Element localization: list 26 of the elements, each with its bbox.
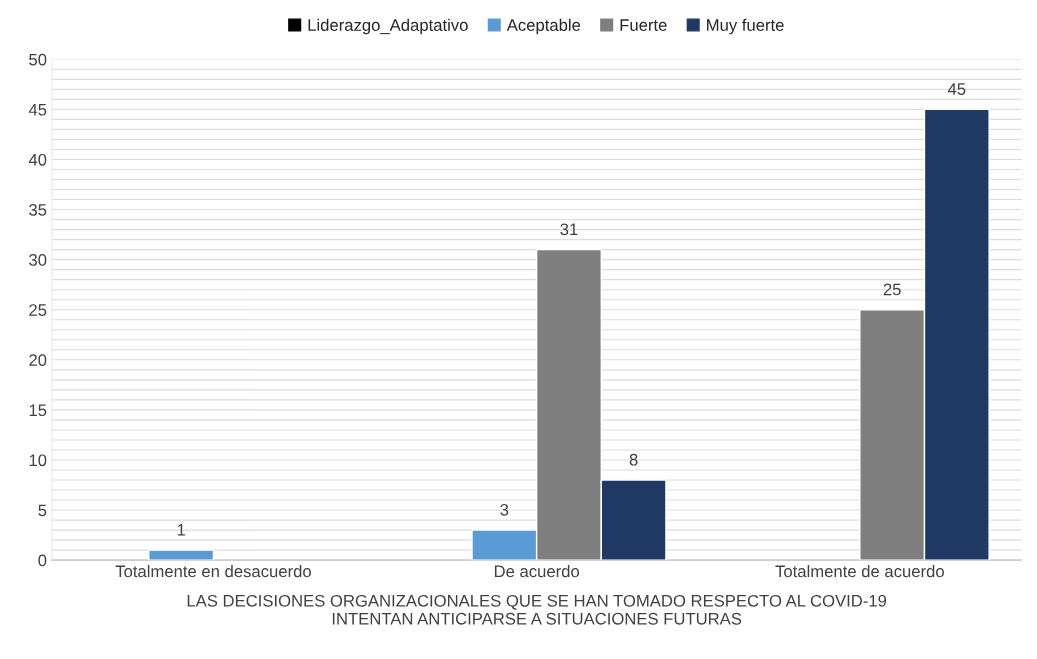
x-tick-label: Totalmente en desacuerdo bbox=[115, 565, 311, 578]
y-tick-label: 0 bbox=[38, 554, 47, 567]
y-tick-label: 25 bbox=[29, 304, 47, 316]
data-label: 45 bbox=[947, 83, 966, 95]
y-tick-label: 50 bbox=[29, 53, 47, 66]
legend-label: Liderazgo_Adaptativo bbox=[308, 18, 468, 35]
legend-label: Aceptable bbox=[506, 18, 581, 35]
x-axis-title: LAS DECISIONES ORGANIZACIONALES QUE SE HAN TOMADO RESPECTO AL COVID-19 INTENTAN ANTICIPARSE A SITUACIONES FUTURAS bbox=[187, 594, 887, 625]
data-label: 3 bbox=[500, 503, 509, 516]
y-tick-label: 40 bbox=[28, 153, 47, 166]
y-tick-label: 10 bbox=[29, 454, 47, 467]
data-label: 8 bbox=[629, 453, 638, 466]
x-tick-label: Totalmente de acuerdo bbox=[775, 565, 944, 578]
legend-label: Fuerte bbox=[620, 19, 667, 31]
data-label: 31 bbox=[560, 223, 578, 236]
data-label: 1 bbox=[177, 524, 185, 536]
data-label: 25 bbox=[883, 283, 901, 296]
y-tick-label: 30 bbox=[29, 254, 47, 266]
y-tick-label: 20 bbox=[29, 354, 47, 367]
x-tick-label: De acuerdo bbox=[494, 565, 580, 578]
y-tick-label: 35 bbox=[29, 203, 47, 216]
bar bbox=[148, 549, 215, 561]
y-tick-label: 5 bbox=[38, 504, 47, 517]
legend-label: Muy fuerte bbox=[707, 18, 784, 35]
y-tick-label: 45 bbox=[28, 103, 47, 116]
y-tick-label: 15 bbox=[29, 404, 47, 417]
